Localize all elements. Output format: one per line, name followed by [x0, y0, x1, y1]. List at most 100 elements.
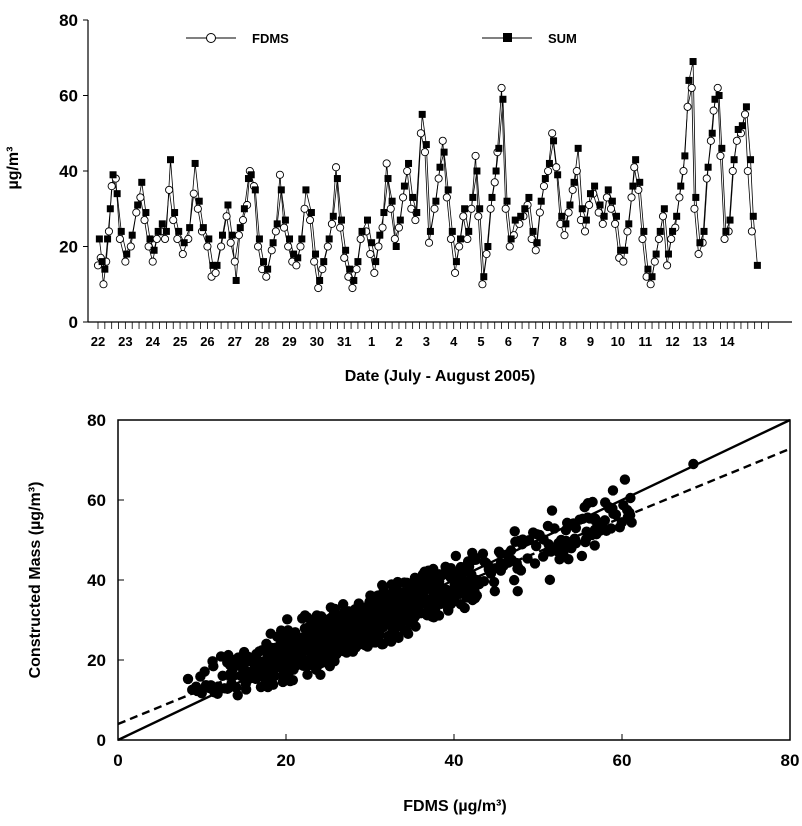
point-sum — [380, 209, 388, 217]
point-sum — [150, 246, 158, 254]
point-fdms — [623, 227, 632, 236]
point-sum — [517, 212, 525, 220]
scatter-point — [461, 559, 473, 571]
point-fdms — [144, 242, 153, 251]
fit-lines — [117, 418, 791, 742]
scatter-point — [369, 623, 380, 634]
scatter-point — [546, 505, 558, 516]
scatter-point — [477, 548, 489, 559]
point-fdms — [378, 223, 387, 232]
point-sum — [700, 227, 708, 235]
point-fdms — [594, 208, 603, 217]
point-sum — [718, 144, 726, 152]
top-series — [93, 58, 761, 293]
point-fdms — [434, 174, 443, 183]
scatter-point — [283, 662, 294, 673]
scatter-point — [377, 638, 389, 650]
point-sum — [507, 235, 515, 243]
legend-item-fdms: FDMS — [186, 31, 289, 46]
scatter-point — [217, 670, 228, 681]
scatter-point — [298, 660, 309, 672]
point-fdms — [572, 166, 581, 176]
point-fdms — [140, 216, 149, 225]
legend-marker-sum — [503, 33, 512, 42]
point-sum — [448, 227, 456, 235]
scatter-point — [610, 509, 622, 520]
bottom-y-tick-label: 40 — [87, 571, 106, 590]
point-fdms — [482, 249, 491, 259]
scatter-point — [232, 690, 243, 701]
point-fdms — [474, 212, 483, 221]
point-sum — [101, 265, 109, 273]
point-fdms — [690, 204, 699, 213]
scatter-point — [576, 550, 588, 562]
scatter-point — [310, 664, 322, 675]
point-sum — [400, 182, 408, 190]
scatter-point — [529, 558, 541, 569]
point-fdms — [173, 234, 182, 243]
point-sum — [240, 205, 248, 213]
regression-line-dashed — [117, 447, 791, 726]
scatter-point — [357, 632, 369, 644]
point-sum — [521, 205, 529, 213]
point-fdms — [178, 249, 187, 259]
scatter-point — [413, 580, 425, 591]
bottom-x-tick-label: 60 — [613, 751, 632, 770]
point-fdms — [728, 166, 737, 176]
point-sum — [452, 258, 460, 266]
scatter-point — [238, 663, 249, 674]
scatter-point — [287, 674, 299, 686]
point-fdms — [650, 257, 659, 266]
point-sum — [325, 235, 333, 243]
point-sum — [722, 227, 730, 235]
scatter-point — [459, 602, 470, 614]
point-fdms — [230, 257, 239, 266]
legend-item-sum: SUM — [482, 31, 577, 46]
point-sum — [294, 254, 302, 262]
point-sum — [191, 159, 199, 167]
legend-label-sum: SUM — [548, 31, 577, 46]
scatter-point — [190, 681, 202, 692]
point-fdms — [531, 246, 540, 255]
scatter-point — [325, 602, 337, 613]
point-fdms — [314, 283, 323, 293]
scatter-point — [261, 638, 272, 650]
scatter-point — [302, 669, 313, 680]
point-fdms — [442, 193, 451, 202]
point-sum — [350, 276, 358, 284]
point-fdms — [743, 166, 752, 176]
scatter-point — [544, 574, 556, 586]
point-fdms — [382, 159, 391, 168]
point-sum — [388, 197, 396, 205]
point-sum — [440, 148, 448, 156]
point-sum — [529, 227, 537, 235]
top-x-tick-label: 10 — [611, 334, 625, 349]
point-sum — [154, 227, 162, 235]
point-sum — [604, 186, 612, 194]
point-sum — [286, 235, 294, 243]
point-fdms — [126, 242, 135, 251]
point-sum — [541, 175, 549, 183]
point-fdms — [598, 219, 607, 228]
point-sum — [273, 220, 281, 228]
point-fdms — [646, 280, 655, 289]
top-x-tick-label: 9 — [587, 334, 594, 349]
series-line-sum — [98, 61, 758, 282]
point-sum — [617, 246, 625, 254]
point-sum — [578, 205, 586, 213]
point-sum — [708, 129, 716, 137]
point-fdms — [165, 185, 174, 194]
point-sum — [436, 163, 444, 171]
point-sum — [307, 209, 315, 217]
point-fdms — [327, 219, 336, 228]
point-fdms — [713, 83, 722, 92]
top-x-tick-label: 2 — [395, 334, 402, 349]
top-y-tick-label: 20 — [59, 238, 78, 257]
point-sum — [660, 205, 668, 213]
scatter-point — [215, 651, 227, 662]
point-sum — [738, 122, 746, 130]
point-sum — [302, 186, 310, 194]
top-x-tick-label: 13 — [693, 334, 707, 349]
point-sum — [316, 276, 324, 284]
